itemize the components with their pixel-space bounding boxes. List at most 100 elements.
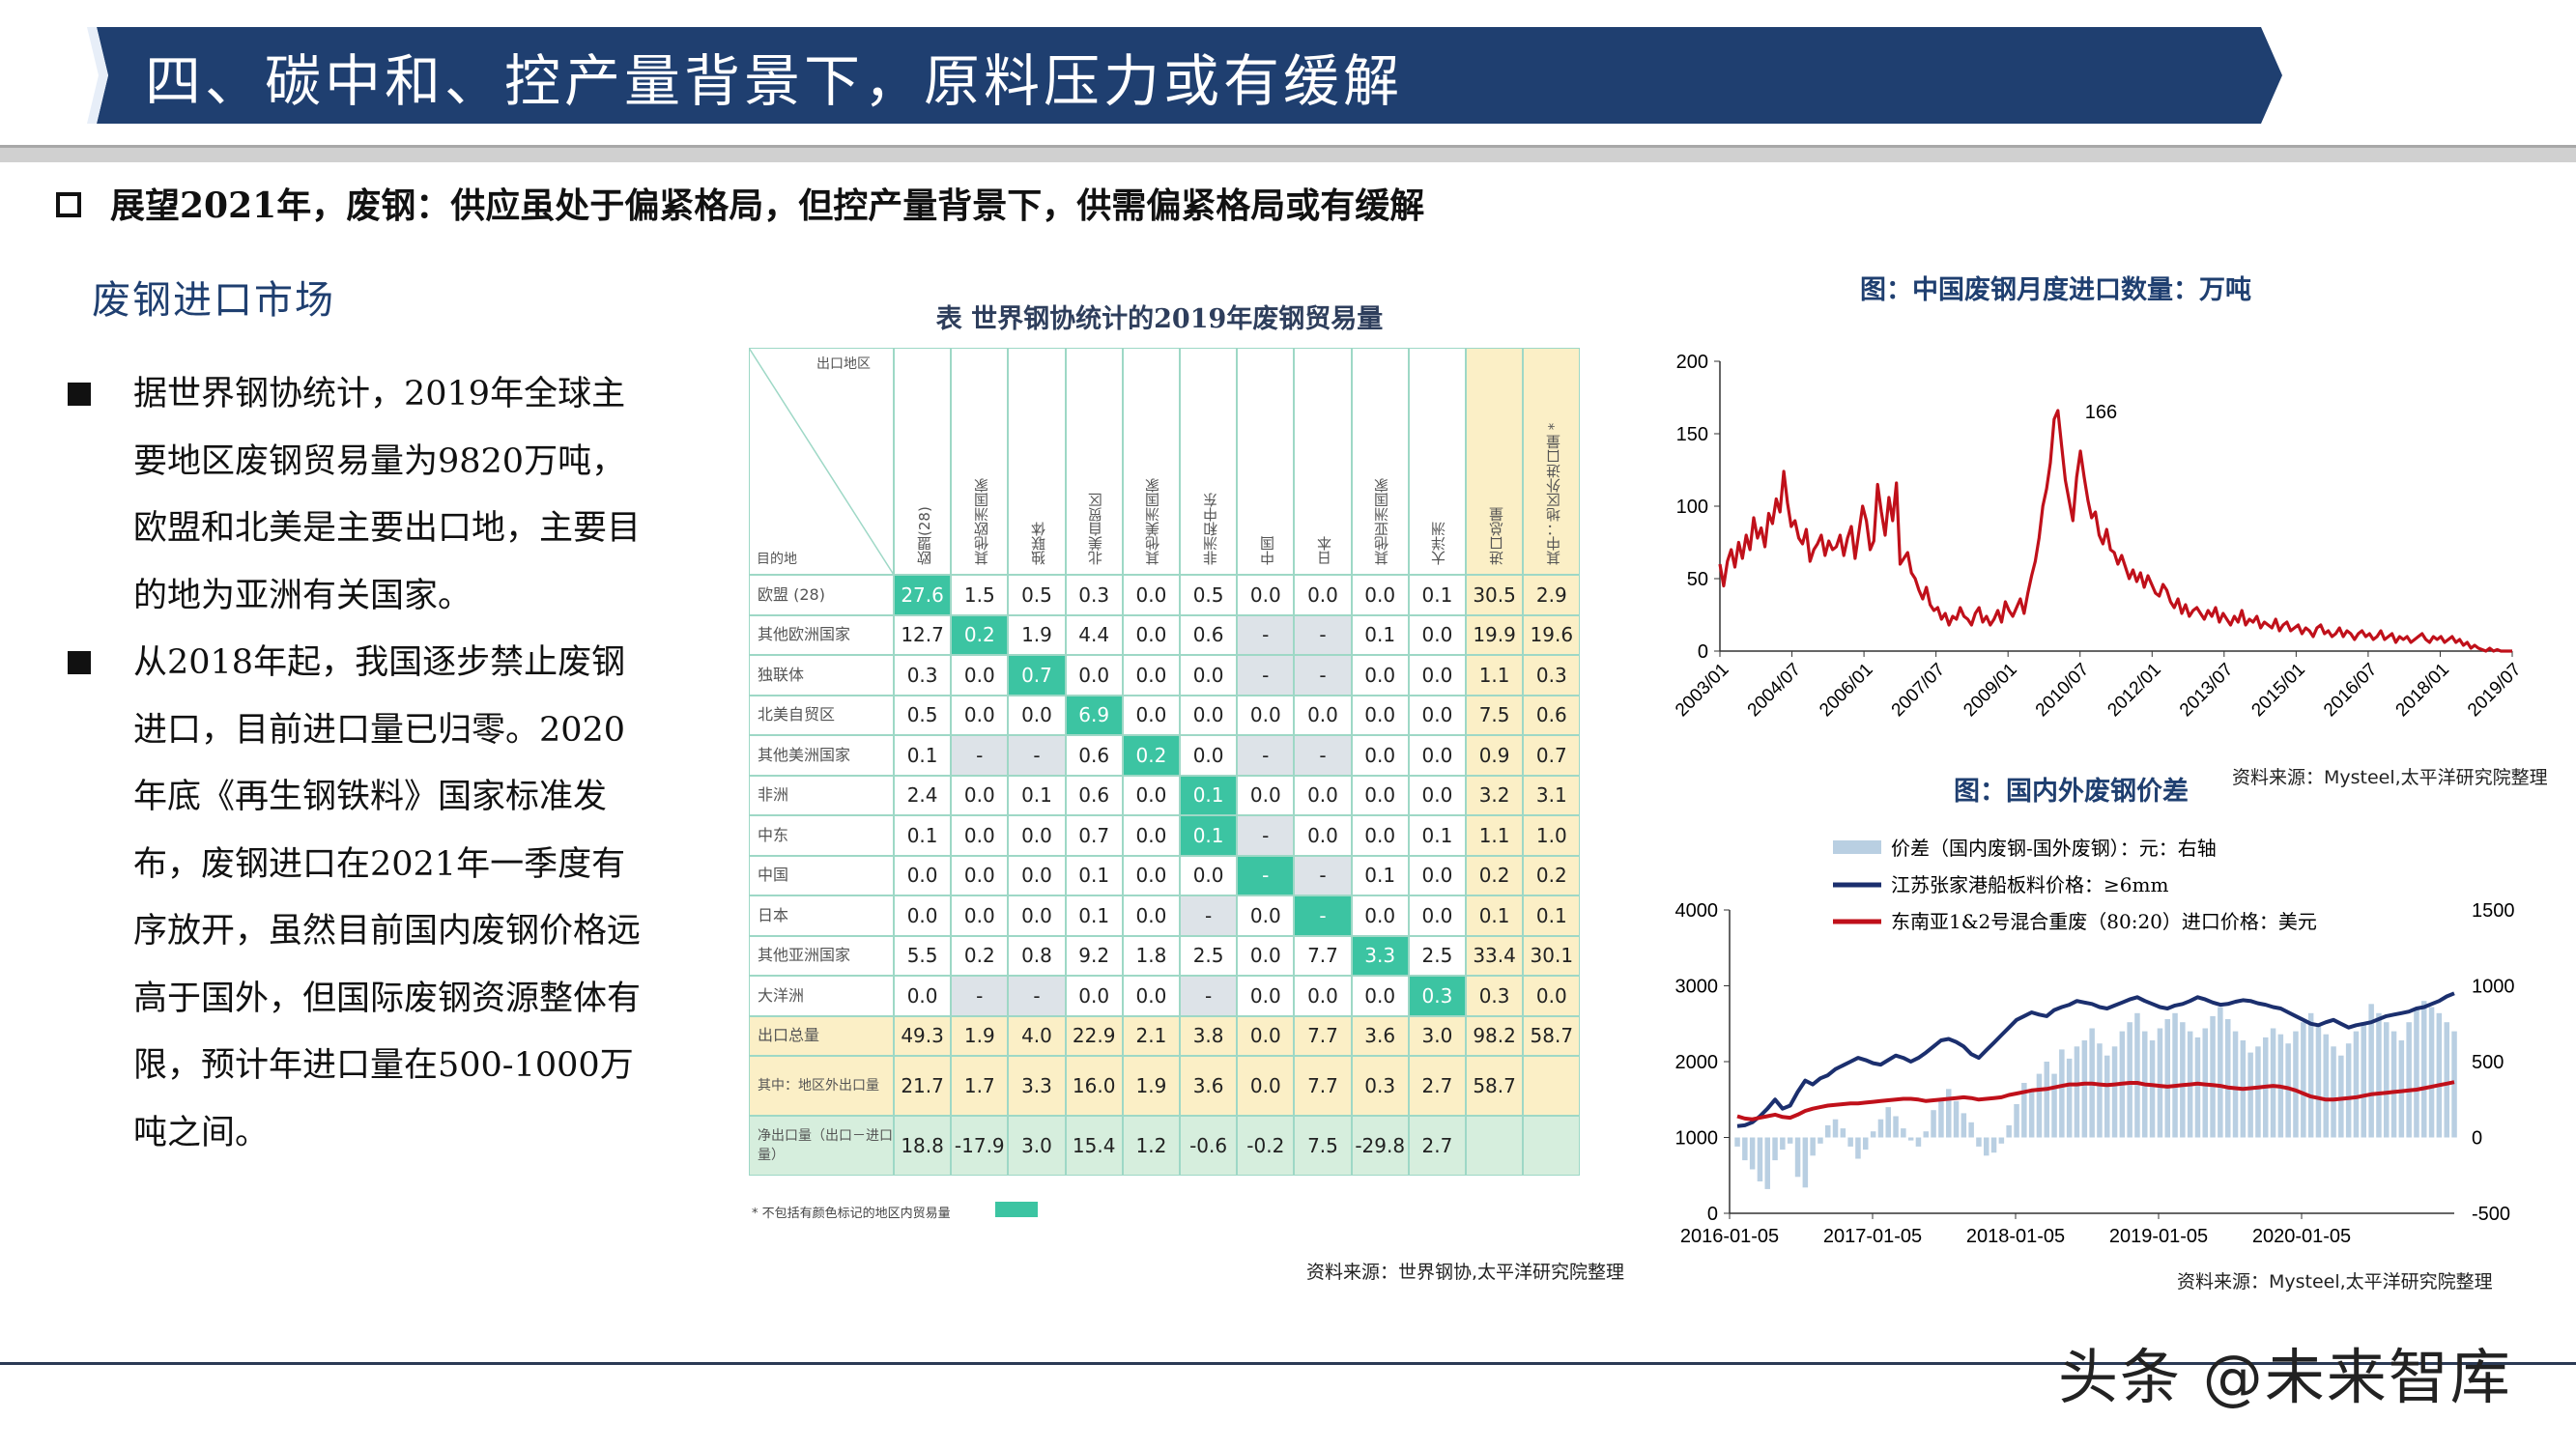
- table-col-header-bg: [1523, 348, 1581, 575]
- header-divider: [0, 145, 2576, 162]
- table-cell: 0.0: [1351, 655, 1409, 696]
- spread-bar: [1772, 1137, 1778, 1161]
- y-tick-label: 50: [1687, 569, 1708, 590]
- table-cell: -29.8: [1351, 1116, 1409, 1176]
- spread-bar: [2421, 1001, 2427, 1138]
- table-cell: 2.5: [1408, 935, 1466, 976]
- x-tick-label: 2010/07: [2032, 660, 2093, 721]
- table-cell: 0.0: [1180, 855, 1238, 895]
- x-tick-label: 2017-01-05: [1823, 1226, 1922, 1247]
- spread-bar: [1877, 1119, 1884, 1138]
- table-cell: 0.0: [1180, 655, 1238, 696]
- bullet-square-icon: [68, 651, 91, 674]
- table-cell: -: [1237, 655, 1295, 696]
- domestic-price-line: [1736, 991, 2455, 1128]
- table-cell: 3.3: [1008, 1056, 1066, 1116]
- table-cell: -: [1294, 855, 1352, 895]
- table-cell: 0.1: [1408, 575, 1466, 615]
- x-tick-label: 2007/07: [1888, 660, 1949, 721]
- spread-bar: [1990, 1137, 1997, 1153]
- spread-bar: [1742, 1137, 1748, 1161]
- table-cell: -: [1294, 735, 1352, 776]
- table-cell: 0.0: [1237, 976, 1295, 1016]
- table-cell: 0.0: [951, 855, 1009, 895]
- table-cell: 0.6: [1065, 775, 1123, 815]
- table-note: * 不包括有颜色标记的地区内贸易量: [752, 1207, 951, 1221]
- table-cell: 0.0: [1237, 935, 1295, 976]
- table-cell: 0.0: [1523, 976, 1581, 1016]
- table-cell: 1.5: [951, 575, 1009, 615]
- spread-bar: [2428, 1007, 2435, 1138]
- spread-bar: [2315, 1025, 2322, 1138]
- spread-bar: [1749, 1137, 1756, 1170]
- table-col-header: 大洋洲: [1430, 522, 1448, 565]
- spread-bar: [2164, 1019, 2170, 1138]
- table-cell: 0.0: [1122, 815, 1180, 856]
- table-cell: -: [951, 735, 1009, 776]
- table-cell: 0.7: [1065, 815, 1123, 856]
- table-cell: 0.0: [1008, 895, 1066, 936]
- table-cell: 1.8: [1122, 935, 1180, 976]
- table-cell: 0.1: [1180, 815, 1238, 856]
- watermark: 头条 @未来智库: [2058, 1328, 2512, 1415]
- table-cell: 0.1: [894, 815, 952, 856]
- table-cell: -: [1180, 976, 1238, 1016]
- table-cell: 0.5: [1008, 575, 1066, 615]
- table-title: 表 世界钢协统计的2019年废钢贸易量: [935, 304, 1384, 334]
- spread-bar: [2021, 1083, 2027, 1138]
- table-cell: 0.5: [1180, 575, 1238, 615]
- table-col-header: 其中：地区外进口量 *: [1544, 422, 1562, 565]
- spread-bar: [2104, 1055, 2110, 1138]
- header-banner: [87, 27, 2282, 124]
- chart1-source: 资料来源：Mysteel,太平洋研究院整理: [2232, 767, 2548, 788]
- table-col-header: 独联体: [1030, 522, 1047, 565]
- table-cell: 0.0: [1294, 815, 1352, 856]
- spread-bar: [1840, 1128, 1846, 1138]
- table-cell: 0.2: [951, 614, 1009, 655]
- table-cell: 30.1: [1523, 935, 1581, 976]
- table-cell: 0.0: [1408, 695, 1466, 735]
- table-cell: 0.0: [1408, 855, 1466, 895]
- table-corner-bottom: 目的地: [757, 552, 797, 567]
- spread-bar: [2066, 1058, 2073, 1138]
- table-row-label: 独联体: [749, 655, 894, 696]
- table-cell: 0.0: [1294, 976, 1352, 1016]
- spread-bar: [2255, 1046, 2261, 1138]
- table-cell: 3.0: [1008, 1116, 1066, 1176]
- table-cell: 3.3: [1351, 935, 1409, 976]
- table-cell: 0.0: [1294, 695, 1352, 735]
- spread-bar: [1825, 1124, 1831, 1138]
- table-cell: 0.0: [1351, 895, 1409, 936]
- table-cell: -: [1008, 976, 1066, 1016]
- page-title: 四、碳中和、控产量背景下，原料压力或有缓解: [145, 48, 1404, 114]
- y2-tick-label: 1000: [2472, 977, 2515, 998]
- table-cell: 0.1: [894, 735, 952, 776]
- table-row-label: 其他美洲国家: [749, 735, 894, 776]
- table-row-label: 北美自贸区: [749, 695, 894, 735]
- table-cell: -: [1008, 735, 1066, 776]
- table-cell: 0.3: [1408, 976, 1466, 1016]
- table-cell: 58.7: [1523, 1015, 1581, 1056]
- table-cell: 0.0: [1408, 614, 1466, 655]
- table-cell: 0.0: [1237, 575, 1295, 615]
- bullet-item: 从2018年起，我国逐步禁止废钢进口，目前进口量已归零。2020年底《再生钢铁料…: [68, 630, 647, 1171]
- spread-bar: [1984, 1137, 1989, 1156]
- spread-bar: [2044, 1062, 2049, 1138]
- spread-bar: [1998, 1137, 2005, 1144]
- y-tick-label: 2000: [1675, 1052, 1719, 1073]
- table-cell: 0.0: [1408, 895, 1466, 936]
- spread-bar: [1961, 1113, 1967, 1138]
- table-cell: 0.0: [894, 976, 952, 1016]
- spread-bar: [1764, 1137, 1770, 1189]
- table-cell: -: [1237, 855, 1295, 895]
- table-cell: 0.0: [1122, 575, 1180, 615]
- table-cell: 7.5: [1294, 1116, 1352, 1176]
- checkbox-square-icon: [56, 192, 81, 217]
- spread-bar: [1907, 1137, 1914, 1141]
- spread-bar: [1938, 1097, 1944, 1138]
- table-corner-top: 出口地区: [816, 356, 871, 372]
- x-tick-label: 2015/01: [2247, 660, 2308, 721]
- table-cell: 12.7: [894, 614, 952, 655]
- bullet-text: 据世界钢协统计，2019年全球主要地区废钢贸易量为9820万吨，欧盟和北美是主要…: [133, 375, 642, 615]
- spread-bar: [1953, 1100, 1960, 1138]
